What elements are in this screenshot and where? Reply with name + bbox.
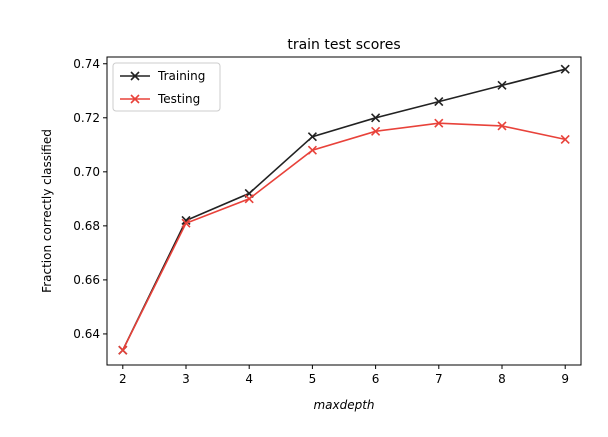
legend-item-training: Training (120, 69, 205, 83)
x-axis-title: maxdepth (313, 398, 374, 412)
x-tick-label: 7 (435, 372, 443, 386)
data-point-testing (560, 134, 570, 144)
legend-label-testing: Testing (157, 92, 200, 106)
plot-frame (106, 56, 582, 366)
data-point-testing (244, 194, 254, 204)
y-axis-title: Fraction correctly classified (40, 129, 54, 293)
x-tick-label: 9 (561, 372, 569, 386)
x-tick-label: 6 (372, 372, 380, 386)
x-tick-label: 3 (182, 372, 190, 386)
legend-marker (130, 71, 140, 81)
data-point-training (371, 113, 381, 123)
data-point-training (560, 64, 570, 74)
data-point-testing (371, 126, 381, 136)
series-line-testing (122, 122, 566, 351)
y-tick-label: 0.74 (73, 57, 100, 71)
series-line-training (122, 68, 566, 351)
data-point-training (434, 97, 444, 107)
x-tick-label: 5 (309, 372, 317, 386)
y-tick-label: 0.68 (73, 219, 100, 233)
x-tick-label: 2 (119, 372, 127, 386)
legend-marker (130, 94, 140, 104)
y-tick-label: 0.64 (73, 327, 100, 341)
legend-item-testing: Testing (120, 92, 200, 106)
data-point-testing (118, 345, 128, 355)
y-tick-label: 0.72 (73, 111, 100, 125)
data-point-training (181, 215, 191, 226)
x-tick-label: 8 (498, 372, 506, 386)
y-axis: 0.64 0.66 0.68 0.70 0.72 0.74 (73, 57, 107, 341)
data-point-training (497, 80, 507, 90)
legend: Training Testing (112, 62, 221, 112)
data-point-testing (497, 121, 507, 131)
data-point-training (307, 132, 317, 142)
data-point-testing (307, 145, 317, 155)
x-axis: 2 3 4 5 6 7 8 9 (119, 365, 569, 386)
chart-title: train test scores (287, 37, 400, 53)
y-tick-label: 0.66 (73, 273, 100, 287)
legend-label-training: Training (157, 69, 205, 83)
plot-marks (118, 64, 570, 355)
data-point-testing (434, 118, 444, 128)
x-tick-label: 4 (245, 372, 253, 386)
y-tick-label: 0.70 (73, 165, 100, 179)
data-point-testing (181, 218, 191, 228)
